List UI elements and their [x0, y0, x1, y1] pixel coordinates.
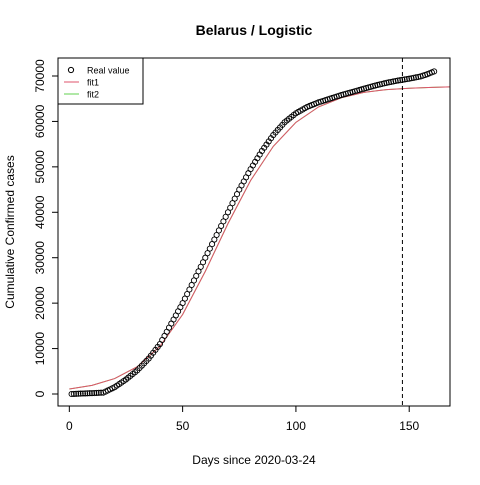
legend-box [57, 57, 144, 105]
data-point [376, 81, 383, 88]
data-point [374, 81, 381, 89]
x-tick-label: 150 [399, 419, 419, 433]
data-point [93, 389, 100, 396]
data-point [372, 82, 379, 89]
fit-line [69, 86, 450, 390]
legend-label: fit2 [87, 90, 99, 100]
data-point [392, 77, 399, 85]
y-tick-label: 20000 [33, 286, 47, 320]
data-point [383, 79, 390, 86]
plot-area [68, 58, 450, 406]
x-tick-label: 50 [176, 419, 190, 433]
data-point [412, 74, 420, 81]
y-tick-label: 0 [33, 390, 47, 397]
data-point [91, 390, 98, 397]
data-point [378, 80, 386, 87]
y-tick-label: 40000 [33, 195, 47, 229]
data-point [68, 390, 75, 398]
data-point [390, 78, 397, 85]
data-point [431, 68, 438, 75]
y-axis-label: Cumulative Confirmed cases [3, 155, 17, 308]
data-point [77, 390, 84, 397]
legend-symbol [67, 66, 75, 74]
data-point [84, 390, 91, 397]
legend-label: fit1 [87, 78, 99, 88]
data-point [410, 74, 417, 81]
y-tick-label: 70000 [33, 59, 47, 93]
x-axis-label: Days since 2020-03-24 [192, 453, 316, 467]
data-point [88, 390, 96, 397]
data-point [406, 75, 413, 82]
data-point [86, 390, 93, 397]
data-point [381, 80, 388, 87]
data-point [394, 77, 401, 84]
legend-label: Real value [87, 66, 130, 76]
chart-title: Belarus / Logistic [196, 22, 313, 38]
data-point [388, 78, 395, 85]
plot-frame [57, 57, 451, 407]
y-tick-label: 30000 [33, 241, 47, 275]
data-point [79, 390, 86, 397]
data-point [73, 390, 80, 397]
y-tick-label: 10000 [33, 332, 47, 366]
data-point [385, 79, 392, 86]
fit-line [69, 86, 450, 390]
data-point [75, 390, 82, 397]
y-tick-label: 50000 [33, 150, 47, 184]
data-point [408, 75, 415, 82]
data-point [82, 390, 89, 397]
data-point [95, 389, 102, 396]
data-point [70, 390, 77, 397]
data-point [403, 76, 410, 83]
y-tick-label: 60000 [33, 104, 47, 138]
x-tick-label: 0 [66, 419, 73, 433]
x-tick-label: 100 [286, 419, 306, 433]
